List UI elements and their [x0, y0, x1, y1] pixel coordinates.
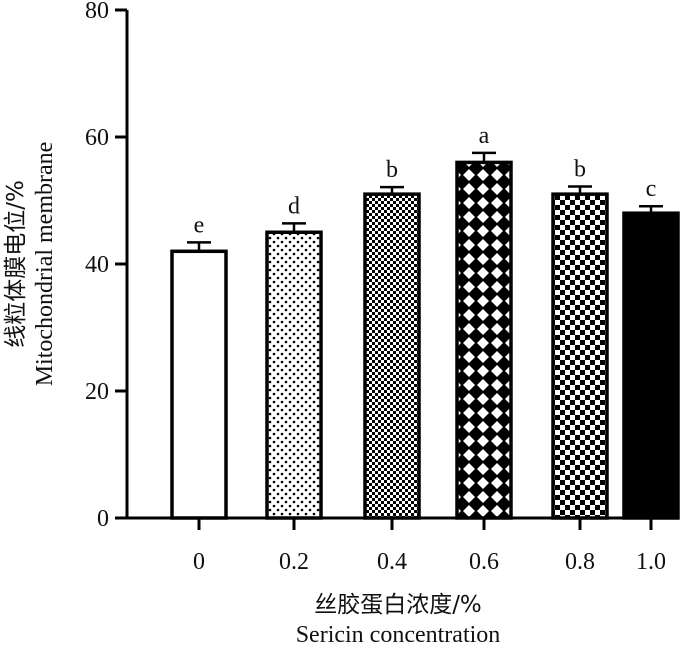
y-tick-label: 20 [85, 379, 109, 405]
bar [170, 249, 228, 520]
bar [265, 230, 323, 520]
x-tick-label: 1.0 [636, 549, 666, 575]
x-tick-label: 0.6 [469, 549, 499, 575]
bar [455, 160, 513, 520]
y-tick-label: 80 [85, 0, 109, 24]
x-tick-label: 0.2 [279, 549, 309, 575]
y-tick-label: 40 [85, 252, 109, 278]
x-tick-label: 0 [193, 549, 205, 575]
significance-label: d [288, 193, 300, 219]
significance-label: b [386, 157, 398, 183]
x-axis-ticks: 0 0.2 0.4 0.6 0.8 1.0 [193, 518, 666, 575]
bar [551, 192, 609, 520]
bar [622, 211, 680, 520]
significance-label: e [194, 212, 205, 238]
y-tick-label: 0 [97, 506, 109, 532]
bar [363, 192, 421, 520]
significance-label: b [574, 157, 586, 183]
x-axis-title-english: Sericin concentration [296, 622, 501, 648]
y-axis-ticks: 0 20 40 60 80 [85, 0, 127, 532]
x-axis-title-chinese: 丝胶蛋白浓度/% [314, 592, 482, 618]
significance-label: a [479, 123, 490, 149]
x-tick-label: 0.4 [377, 549, 407, 575]
x-tick-label: 0.8 [565, 549, 595, 575]
y-axis-title-chinese: 线粒体膜电位/% [3, 180, 29, 348]
significance-label: c [646, 176, 657, 202]
y-axis-title-english: Mitochondrial membrane [32, 142, 58, 387]
y-tick-label: 60 [85, 125, 109, 151]
bars-group: e d b a b c [170, 123, 680, 520]
